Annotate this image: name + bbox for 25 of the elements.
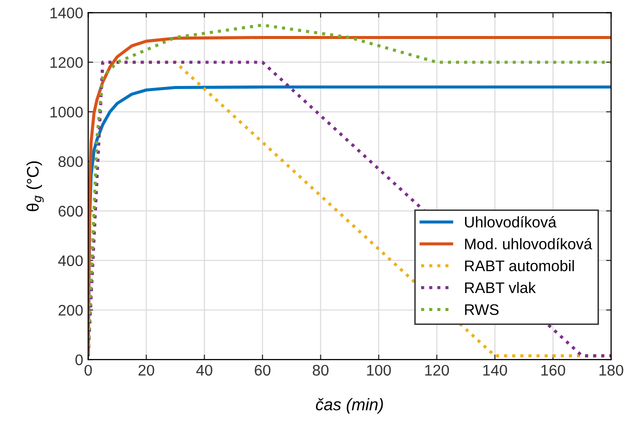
- x-tick-label: 20: [138, 364, 154, 376]
- y-tick-label: 400: [58, 255, 83, 266]
- x-tick-label: 0: [84, 364, 92, 376]
- x-tick-label: 160: [541, 364, 566, 376]
- x-tick-label: 180: [600, 364, 624, 376]
- x-axis-title: čas (min): [316, 398, 383, 414]
- legend-label: RWS: [465, 304, 499, 316]
- y-tick-label: 600: [58, 206, 83, 217]
- y-tick-label: 0: [75, 354, 83, 366]
- x-tick-label: 40: [196, 364, 212, 376]
- x-tick-label: 100: [367, 364, 391, 376]
- x-tick-label: 140: [483, 364, 508, 376]
- legend-label: Uhlovodíková: [465, 216, 556, 228]
- legend-label: Mod. uhlovodíková: [465, 238, 592, 250]
- legend-label: RABT vlak: [465, 282, 536, 294]
- y-tick-label: 1200: [50, 57, 83, 68]
- y-axis-title: θ$_{g}$ (°C): [26, 161, 44, 212]
- x-tick-label: 120: [425, 364, 449, 376]
- y-tick-label: 200: [58, 304, 83, 316]
- x-tick-label: 80: [312, 364, 328, 376]
- x-tick-label: 60: [254, 364, 270, 376]
- legend-label: RABT automobil: [465, 260, 574, 272]
- y-tick-label: 800: [58, 156, 83, 168]
- y-tick-label: 1000: [50, 106, 83, 118]
- y-tick-label: 1400: [50, 8, 83, 18]
